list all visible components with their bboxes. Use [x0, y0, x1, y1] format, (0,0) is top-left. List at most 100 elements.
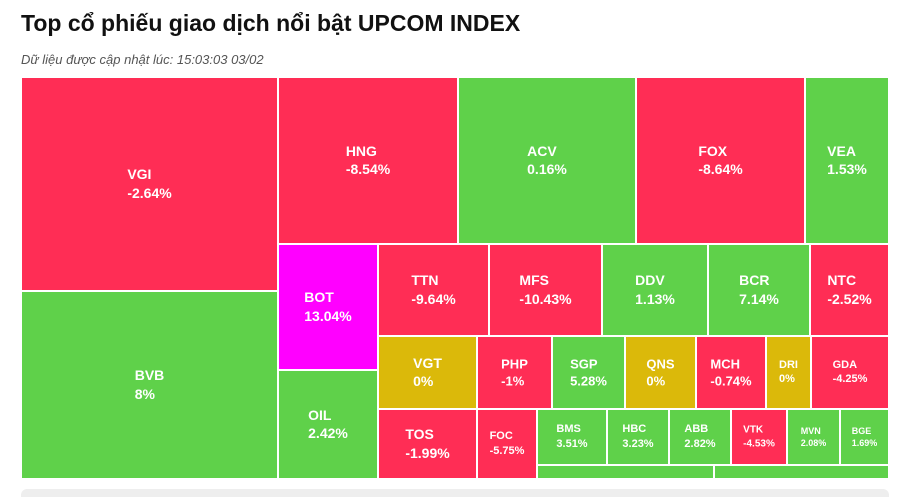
change-label: -5.75% — [489, 445, 525, 457]
ticker-label: MVN — [800, 425, 821, 436]
ticker-label: VTK — [743, 424, 764, 436]
tile-label: VTK -4.53% — [743, 424, 775, 451]
tile-mvn[interactable]: MVN 2.08% — [787, 409, 840, 465]
change-label: -4.25% — [832, 373, 868, 386]
tile-mch[interactable]: MCH -0.74% — [696, 336, 766, 409]
tile-hng[interactable]: HNG -8.54% — [278, 77, 458, 244]
ticker-label: BCR — [739, 272, 770, 289]
tile-label: BMS 3.51% — [556, 422, 587, 452]
change-label: 3.51% — [556, 438, 588, 450]
ticker-label: BGE — [851, 425, 872, 436]
tile-fox[interactable]: FOX -8.64% — [636, 77, 805, 244]
tile-label: NTC -2.52% — [827, 271, 871, 309]
ticker-label: PHP — [501, 355, 528, 371]
ticker-label: QNS — [646, 355, 675, 371]
change-label: 1.53% — [827, 161, 867, 178]
ticker-label: DRI — [779, 358, 798, 371]
change-label: 1.13% — [635, 291, 675, 307]
change-label: 0% — [646, 373, 666, 389]
change-label: 5.28% — [570, 373, 607, 389]
tile-unlabeled[interactable] — [537, 465, 714, 479]
tile-ttn[interactable]: TTN -9.64% — [378, 244, 489, 336]
tile-dri[interactable]: DRI 0% — [766, 336, 811, 409]
tile-vtk[interactable]: VTK -4.53% — [731, 409, 787, 465]
change-label: 3.23% — [622, 438, 654, 450]
tile-tos[interactable]: TOS -1.99% — [378, 409, 477, 479]
tile-bot[interactable]: BOT 13.04% — [278, 244, 378, 370]
tile-label: VGI -2.64% — [127, 165, 171, 203]
tile-bvb[interactable]: BVB 8% — [21, 291, 278, 479]
tile-foc[interactable]: FOC -5.75% — [477, 409, 537, 479]
tile-label: VEA 1.53% — [827, 142, 867, 180]
tile-sgp[interactable]: SGP 5.28% — [552, 336, 625, 409]
tile-label: HBC 3.23% — [622, 422, 653, 452]
tile-oil[interactable]: OIL 2.42% — [278, 370, 378, 479]
change-label: -2.52% — [827, 291, 872, 307]
change-label: -8.64% — [698, 161, 743, 178]
ticker-label: FOX — [698, 142, 728, 159]
tile-label: MFS -10.43% — [519, 271, 571, 309]
change-label: 7.14% — [739, 291, 779, 307]
tile-label: QNS 0% — [646, 355, 674, 390]
tile-label: SGP 5.28% — [570, 355, 607, 390]
tile-ntc[interactable]: NTC -2.52% — [810, 244, 889, 336]
ticker-label: HNG — [345, 142, 377, 159]
tile-bcr[interactable]: BCR 7.14% — [708, 244, 810, 336]
change-label: -1.99% — [405, 445, 450, 461]
tile-mfs[interactable]: MFS -10.43% — [489, 244, 602, 336]
ticker-label: HBC — [622, 423, 647, 436]
treemap-chart: VGI -2.64% BVB 8% HNG -8.54% ACV 0.16% FOX -8.64%… — [21, 77, 889, 479]
page-title: Top cổ phiếu giao dịch nổi bật UPCOM IND… — [21, 10, 521, 36]
change-label: -9.64% — [411, 291, 456, 307]
tile-label: DRI 0% — [779, 358, 798, 388]
change-label: 0.16% — [527, 161, 567, 178]
change-label: -8.54% — [345, 161, 391, 178]
ticker-label: VGT — [413, 354, 442, 371]
change-label: 2.42% — [308, 425, 348, 442]
tile-php[interactable]: PHP -1% — [477, 336, 552, 409]
change-label: -4.53% — [743, 438, 775, 449]
tile-label: BVB 8% — [135, 366, 165, 404]
ticker-label: VEA — [827, 142, 856, 159]
change-label: 0% — [413, 373, 434, 390]
change-label: 13.04% — [304, 308, 352, 324]
ticker-label: FOC — [489, 430, 513, 443]
tile-bge[interactable]: BGE 1.69% — [840, 409, 889, 465]
update-timestamp: Dữ liệu được cập nhật lúc: 15:03:03 03/0… — [21, 52, 264, 67]
tile-label: ABB 2.82% — [684, 422, 715, 452]
tile-vgt[interactable]: VGT 0% — [378, 336, 477, 409]
change-label: 2.82% — [684, 438, 716, 450]
tile-qns[interactable]: QNS 0% — [625, 336, 696, 409]
tile-label: BOT 13.04% — [304, 288, 351, 326]
ticker-label: GDA — [832, 358, 858, 371]
ticker-label: SGP — [570, 355, 598, 371]
tile-ddv[interactable]: DDV 1.13% — [602, 244, 708, 336]
tile-label: HNG -8.54% — [346, 142, 390, 180]
bottom-panel — [21, 489, 889, 497]
tile-vgi[interactable]: VGI -2.64% — [21, 77, 278, 291]
tile-label: FOX -8.64% — [698, 142, 742, 180]
tile-vea[interactable]: VEA 1.53% — [805, 77, 889, 244]
change-label: -2.64% — [127, 185, 172, 201]
change-label: -10.43% — [519, 291, 572, 307]
tile-unlabeled[interactable] — [714, 465, 889, 479]
tile-abb[interactable]: ABB 2.82% — [669, 409, 731, 465]
tile-label: OIL 2.42% — [308, 406, 348, 444]
tile-bms[interactable]: BMS 3.51% — [537, 409, 607, 465]
tile-label: PHP -1% — [501, 355, 528, 390]
tile-acv[interactable]: ACV 0.16% — [458, 77, 636, 244]
tile-label: VGT 0% — [413, 354, 442, 392]
ticker-label: ACV — [527, 142, 557, 159]
tile-gda[interactable]: GDA -4.25% — [811, 336, 889, 409]
tile-hbc[interactable]: HBC 3.23% — [607, 409, 669, 465]
ticker-label: MFS — [519, 272, 549, 289]
change-label: -0.74% — [710, 373, 752, 389]
tile-label: BGE 1.69% — [852, 425, 878, 449]
ticker-label: BMS — [556, 423, 581, 436]
change-label: -1% — [501, 373, 525, 389]
ticker-label: TOS — [405, 426, 434, 443]
ticker-label: BOT — [304, 289, 334, 306]
ticker-label: ABB — [684, 423, 709, 436]
tile-label: BCR 7.14% — [739, 271, 779, 309]
ticker-label: OIL — [308, 406, 332, 423]
